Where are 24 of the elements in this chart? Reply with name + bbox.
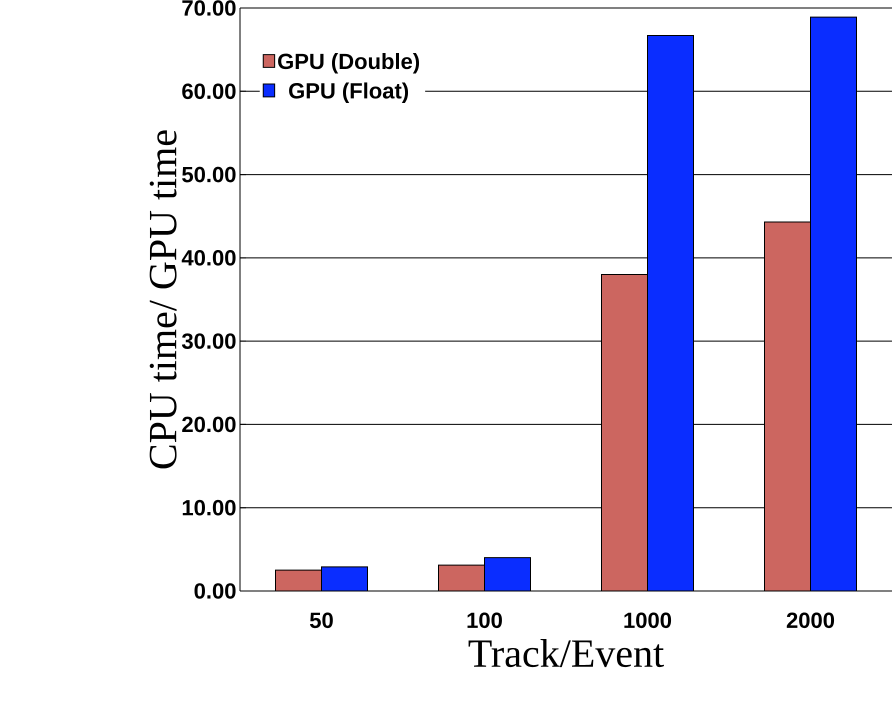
x-axis-title: Track/Event	[468, 638, 664, 668]
bar	[484, 557, 531, 591]
y-tick-label: 10.00	[182, 500, 236, 516]
y-tick-label: 40.00	[182, 250, 236, 266]
legend-label: GPU (Double)	[278, 52, 420, 74]
x-tick-label: 1000	[624, 612, 672, 628]
y-tick-label: 30.00	[182, 333, 236, 349]
y-tick-label: 50.00	[182, 166, 236, 182]
bar	[601, 274, 648, 591]
bar	[764, 222, 811, 591]
y-tick-label: 60.00	[182, 83, 236, 100]
x-tick-label: 2000	[786, 612, 834, 628]
y-tick-label: 0.00	[194, 583, 236, 599]
x-tick-label: 100	[468, 612, 502, 628]
y-axis-title: CPU time/ GPU time	[150, 130, 177, 468]
bar	[810, 16, 857, 591]
bar	[647, 34, 694, 591]
legend-label: GPU (Float)	[289, 82, 408, 103]
y-tick-label: 20.00	[182, 416, 236, 432]
bar	[321, 566, 368, 591]
y-tick-label: 70.00	[182, 0, 236, 16]
bar	[275, 570, 322, 591]
bar	[438, 564, 486, 591]
x-tick-label: 50	[310, 612, 333, 628]
